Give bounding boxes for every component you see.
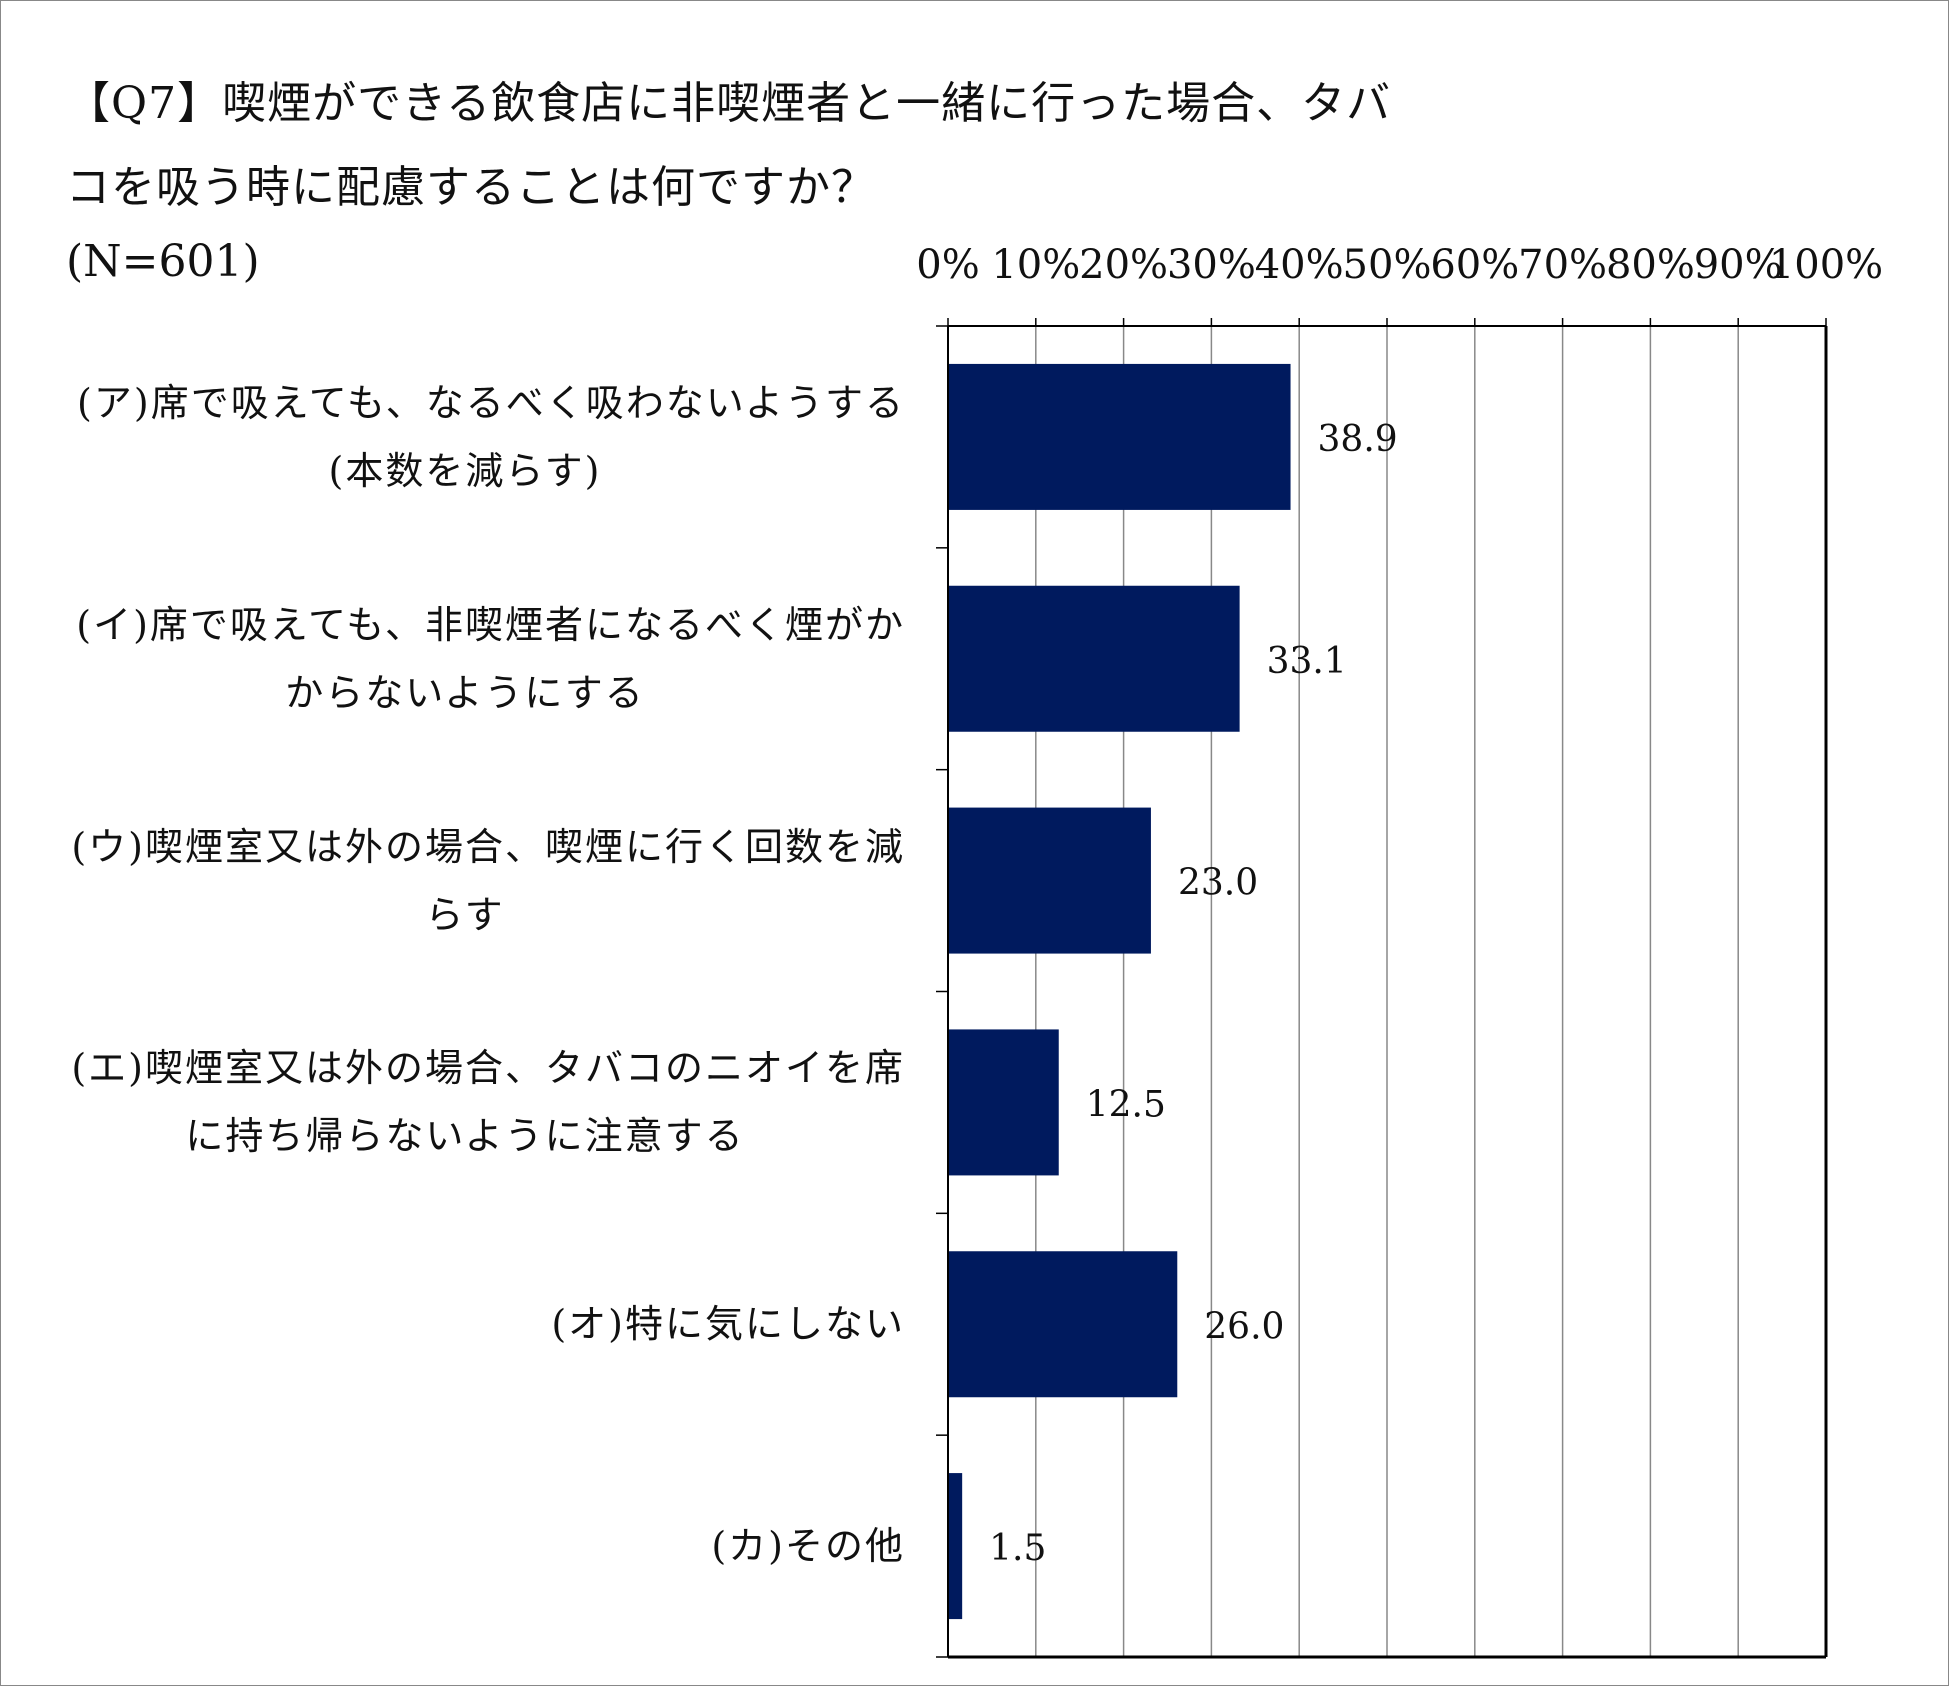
x-tick-label: 30% [1167, 242, 1256, 288]
x-tick-label: 100% [1769, 242, 1883, 288]
x-tick-label: 40% [1255, 242, 1344, 288]
data-label: 26.0 [1204, 1306, 1284, 1347]
category-label: (エ)喫煙室又は外の場合、タバコのニオイを席に持ち帰らないように注意する [25, 1034, 905, 1170]
chart-title-line-2: コを吸う時に配慮することは何ですか？ [66, 162, 876, 213]
category-label: (オ)特に気にしない [25, 1290, 905, 1358]
category-label-line: に持ち帰らないように注意する [185, 1114, 745, 1159]
x-tick-label: 60% [1430, 242, 1519, 288]
category-label-line: (ア)席で吸えても、なるべく吸わないようする [77, 380, 905, 425]
chart-title-line-1: 【Q7】喫煙ができる飲食店に非喫煙者と一緒に行った場合、タバ [66, 78, 1392, 129]
category-label-line: からないようにする [285, 670, 645, 715]
x-tick-label: 0% [916, 242, 979, 288]
category-label: (カ)その他 [25, 1512, 905, 1580]
x-tick-label: 50% [1343, 242, 1432, 288]
bar [949, 1029, 1059, 1176]
bar [949, 807, 1151, 954]
category-label-line: (エ)喫煙室又は外の場合、タバコのニオイを席 [71, 1046, 905, 1091]
sample-size-label: (N=601) [66, 236, 260, 287]
data-label: 38.9 [1318, 419, 1398, 460]
category-label: (ウ)喫煙室又は外の場合、喫煙に行く回数を減らす [25, 813, 905, 949]
category-label-line: らす [425, 892, 505, 937]
x-tick-label: 20% [1079, 242, 1168, 288]
category-label-line: (カ)その他 [711, 1524, 905, 1569]
x-tick-label: 10% [991, 242, 1080, 288]
category-label-line: (本数を減らす) [328, 448, 602, 493]
data-label: 33.1 [1267, 641, 1347, 682]
bar [949, 1251, 1178, 1398]
x-tick-label: 80% [1606, 242, 1695, 288]
category-label-line: (イ)席で吸えても、非喫煙者になるべく煙がか [76, 602, 905, 647]
category-label-line: (ウ)喫煙室又は外の場合、喫煙に行く回数を減 [71, 824, 905, 869]
data-label: 1.5 [989, 1528, 1046, 1569]
bar [949, 585, 1240, 732]
x-tick-label: 70% [1518, 242, 1607, 288]
category-label: (ア)席で吸えても、なるべく吸わないようする (本数を減らす) [25, 369, 905, 505]
data-label: 12.5 [1086, 1084, 1166, 1125]
bar [949, 1473, 963, 1620]
category-label-line: (オ)特に気にしない [551, 1302, 905, 1347]
category-label: (イ)席で吸えても、非喫煙者になるべく煙がかからないようにする [25, 591, 905, 727]
bar [949, 363, 1291, 510]
x-tick-label: 90% [1694, 242, 1783, 288]
data-label: 23.0 [1178, 863, 1258, 904]
chart-title: 【Q7】喫煙ができる飲食店に非喫煙者と一緒に行った場合、タバ コを吸う時に配慮す… [66, 62, 1566, 230]
